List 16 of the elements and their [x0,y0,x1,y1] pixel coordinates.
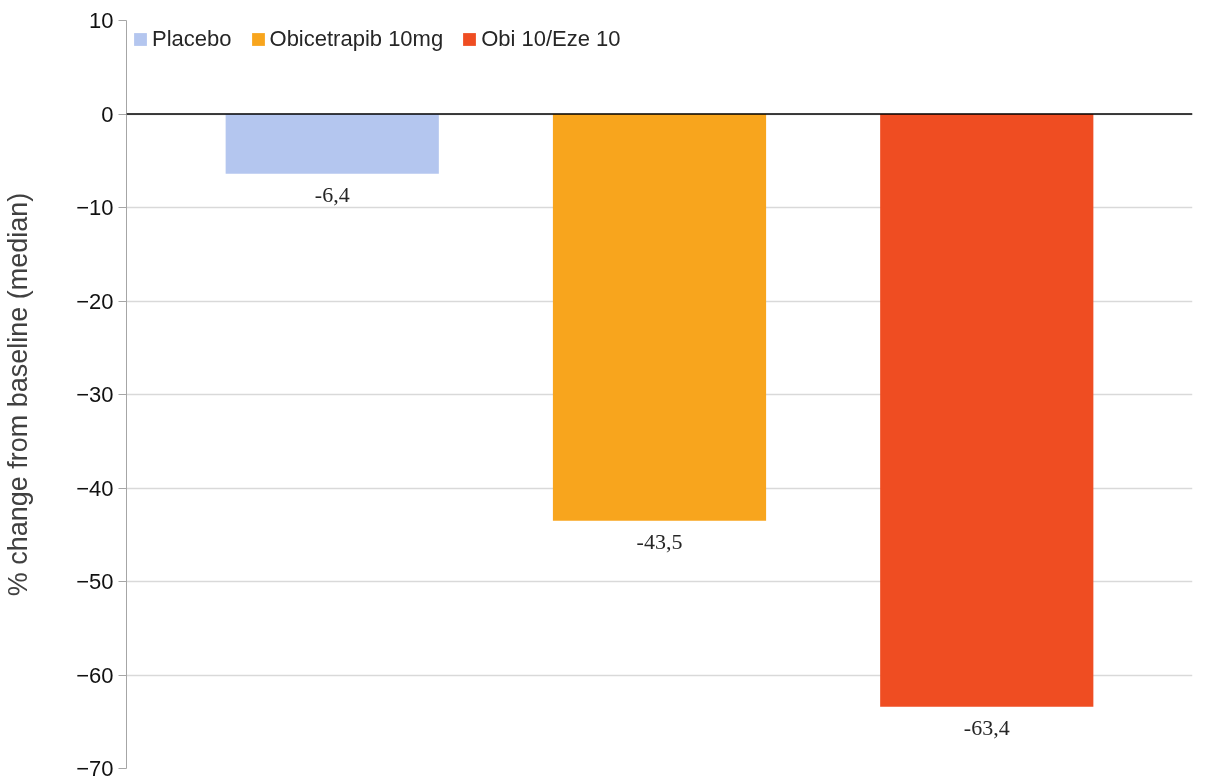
y-tick-label: −50 [76,569,114,594]
legend-label: Obi 10/Eze 10 [481,26,621,52]
data-label: -6,4 [314,181,350,207]
y-tick-label: −20 [76,288,114,314]
y-tick-label: 0 [101,101,114,127]
legend-label: Placebo [152,26,232,52]
y-tick-label: −30 [76,382,114,407]
y-tick-label: −70 [76,756,114,781]
y-tick-label: −10 [76,195,114,220]
y-tick-label: −40 [76,475,114,501]
y-tick-label: −60 [76,662,114,688]
y-tick-label: 10 [89,8,114,33]
data-label: -43,5 [636,528,683,554]
data-label: -63,4 [963,714,1010,740]
y-axis-title: % change from baseline (median) [3,192,34,597]
legend-label: Obicetrapib 10mg [269,26,444,52]
